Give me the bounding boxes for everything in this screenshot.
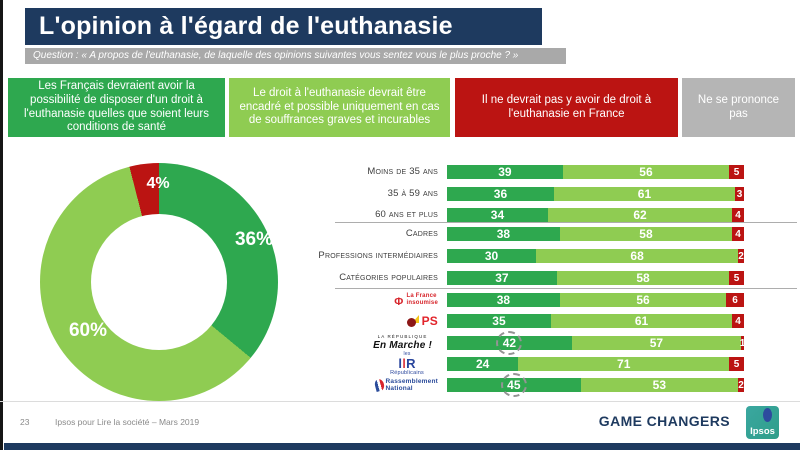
bar-segment-red: 4 [732,314,744,328]
bar-row-label-9: les lǀR Républicains [290,350,438,378]
page-number: 23 [20,417,30,427]
ipsos-logo: Ipsos [746,406,779,439]
bar-segment-red: 6 [726,293,744,307]
bar-segment-light-green: 61 [550,314,733,328]
rn-logo: Rassemblement National [373,378,438,393]
bar-row-label-10: Rassemblement National [290,371,438,399]
group-separator-professions [335,288,797,289]
bottom-navy-bar [4,443,800,450]
dashed-circle-annotation [500,373,527,397]
bar-segment-red: 4 [732,208,744,222]
bar-row-4: 30 68 2 [447,249,744,263]
lrem-logo-text: LA RÉPUBLIQUE En Marche ! [373,334,432,351]
bar-row-1: 36 61 3 [447,187,744,201]
lfi-phi-icon: φ [394,291,404,309]
ps-logo: PS [406,314,438,328]
rn-flame-icon [373,378,385,392]
bar-segment-light-green: 56 [562,165,730,179]
ps-logo-text: PS [421,314,438,328]
lfi-logo-text: La France insoumise [406,293,438,306]
bar-row-0: 39 56 5 [447,165,744,179]
bar-row-label-8: LA RÉPUBLIQUE En Marche ! [290,329,438,357]
question-text: Question : « A propos de l'euthanasie, d… [25,48,566,64]
bar-segment-red: 3 [735,187,744,201]
bar-row-8: 42 57 1 [447,336,746,350]
bar-segment-light-green: 62 [547,208,733,222]
bar-segment-dark-green: 39 [447,165,563,179]
group-separator-ages [335,222,797,223]
footer-divider [0,401,800,402]
bar-row-7: 35 61 4 [447,314,744,328]
bar-segment-light-green: 58 [556,271,730,285]
legend-box-0: Les Français devraient avoir la possibil… [8,78,225,137]
bar-row-10: 45 53 2 [447,378,744,392]
donut-label-4: 4% [146,175,170,192]
bar-row-label-6: φ La France insoumise [290,286,438,314]
bar-segment-red: 5 [729,357,744,371]
bar-segment-dark-green: 34 [447,208,548,222]
bar-row-label-1: 35 à 59 ans [387,188,438,200]
page-title: L'opinion à l'égard de l'euthanasie [25,8,542,45]
bar-segment-light-green: 58 [559,227,733,241]
ipsos-logo-icon [763,408,772,422]
lrem-logo: LA RÉPUBLIQUE En Marche ! [373,334,438,351]
bar-row-2: 34 62 4 [447,208,744,222]
bar-row-label-2: 60 ans et plus [375,209,438,221]
lfi-logo: φ La France insoumise [394,293,438,308]
bar-segment-light-green: 61 [553,187,736,201]
bar-segment-dark-green: 35 [447,314,551,328]
bar-row-label-5: Catégories populaires [339,272,438,284]
lr-logo-text: les lǀR Républicains [390,350,424,376]
donut-hole [91,214,227,350]
bar-segment-light-green: 56 [559,293,727,307]
slide-left-border [0,0,3,450]
bar-segment-dark-green: 38 [447,227,560,241]
bar-row-label-0: Moins de 35 ans [367,166,438,178]
brand-text: GAME CHANGERS [598,413,730,429]
bar-segment-red: 2 [738,378,744,392]
bar-segment-red: 1 [739,336,746,350]
bar-segment-red: 5 [729,165,744,179]
bar-segment-dark-green: 30 [447,249,537,263]
bar-row-5: 37 58 5 [447,271,744,285]
bar-segment-dark-green: 38 [447,293,560,307]
bar-segment-light-green: 53 [580,378,739,392]
bar-segment-dark-green: 37 [447,271,557,285]
bar-row-6: 38 56 6 [447,293,744,307]
legend-box-1: Le droit à l'euthanasie devrait être enc… [229,78,450,137]
bar-segment-light-green: 68 [536,249,739,263]
bar-segment-red: 2 [738,249,744,263]
donut-label-36: 36% [234,229,274,250]
legend-box-2: Il ne devrait pas y avoir de droit à l'e… [455,78,678,137]
donut-label-60: 60% [68,320,108,341]
ps-fist-rose-icon [406,315,419,327]
bar-segment-red: 4 [732,227,744,241]
legend-box-3: Ne se prononce pas [682,78,795,137]
bar-row-label-3: Cadres [405,228,438,240]
bar-row-label-7: PS [290,307,438,335]
donut-chart: 36% 60% 4% [40,163,278,401]
source-text: Ipsos pour Lire la société – Mars 2019 [55,417,200,427]
bar-segment-light-green: 57 [571,336,742,350]
bar-segment-red: 5 [729,271,744,285]
bar-row-3: 38 58 4 [447,227,744,241]
bar-segment-light-green: 71 [518,357,730,371]
bar-segment-dark-green: 24 [447,357,519,371]
lr-logo: les lǀR Républicains [390,350,438,377]
bar-segment-dark-green: 36 [447,187,554,201]
rn-logo: Rassemblement National [373,378,438,393]
ipsos-logo-text: Ipsos [750,426,775,437]
bar-row-label-4: Professions intermédiaires [318,250,438,262]
bar-row-9: 24 71 5 [447,357,744,371]
dashed-circle-annotation [496,331,523,355]
